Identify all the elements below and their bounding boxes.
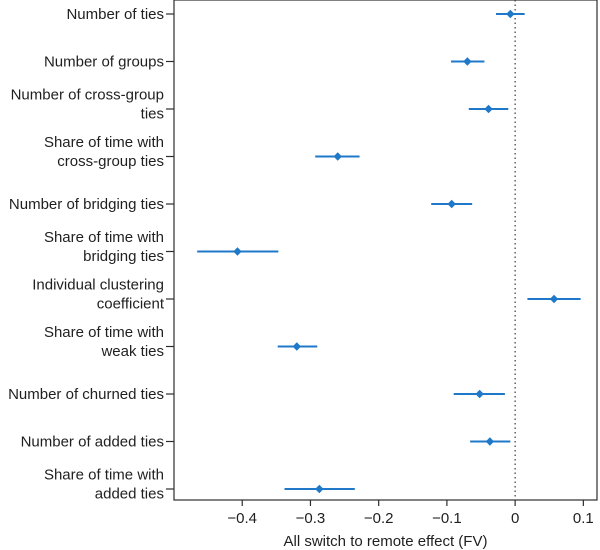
category-label-group: Share of time with cross-group ties xyxy=(44,134,164,170)
category-label: bridging ties xyxy=(83,248,164,265)
category-label-group: Individual clustering coefficient xyxy=(32,277,165,313)
category-label: Share of time with xyxy=(44,324,164,341)
category-label-group: Share of time with weak ties xyxy=(44,324,164,360)
x-tick-label: −0.2 xyxy=(364,510,394,527)
category-label: Number of bridging ties xyxy=(9,196,164,213)
forest-row xyxy=(450,57,485,66)
category-label: Number of groups xyxy=(44,54,164,71)
category-label: cross-group ties xyxy=(57,153,164,170)
category-label: Number of ties xyxy=(66,6,164,23)
forest-row xyxy=(527,294,581,304)
x-tick-label: −0.3 xyxy=(296,510,326,527)
point-estimate xyxy=(447,199,456,209)
category-label-group: Number of groups xyxy=(44,54,164,71)
forest-row xyxy=(468,104,509,114)
forest-row xyxy=(315,152,360,161)
category-label: Share of time with xyxy=(44,467,164,484)
category-label-group: Share of time with bridging ties xyxy=(44,229,164,265)
x-axis-label: All switch to remote effect (FV) xyxy=(284,533,488,550)
forest-row xyxy=(470,437,511,446)
category-label-group: Number of churned ties xyxy=(8,386,164,403)
point-estimate xyxy=(475,389,484,399)
point-estimate xyxy=(484,104,493,114)
point-estimate xyxy=(506,9,515,19)
category-label: Share of time with xyxy=(44,134,164,151)
category-label-group: Number of cross-group ties xyxy=(11,87,164,123)
category-label: ties xyxy=(141,106,164,123)
category-labels: Number of ties Number of groups Number of … xyxy=(8,6,174,503)
x-axis: −0.4 −0.3 −0.2 −0.1 0 0.1 All switch to remote… xyxy=(227,500,594,550)
forest-row xyxy=(284,484,355,494)
category-label: Number of cross-group xyxy=(11,87,164,104)
x-tick-label: 0.1 xyxy=(573,510,594,527)
category-label-group: Number of ties xyxy=(66,6,164,23)
category-label: Individual clustering xyxy=(32,277,164,294)
point-estimate xyxy=(315,484,324,494)
plot-area xyxy=(173,0,598,501)
forest-row xyxy=(431,199,473,209)
point-estimate xyxy=(549,294,559,304)
forest-row xyxy=(277,342,318,351)
category-label: Share of time with xyxy=(44,229,164,246)
category-label-group: Number of bridging ties xyxy=(9,196,164,213)
category-label: weak ties xyxy=(100,343,164,360)
point-estimate xyxy=(463,57,472,66)
forest-row xyxy=(453,389,505,399)
x-tick-label: −0.4 xyxy=(227,510,257,527)
point-estimate xyxy=(333,152,342,161)
forest-row xyxy=(197,247,279,256)
x-tick-label: −0.1 xyxy=(432,510,462,527)
point-estimate xyxy=(485,437,495,446)
plot-frame xyxy=(173,0,598,501)
category-label: Number of churned ties xyxy=(8,386,164,403)
category-label-group: Share of time with added ties xyxy=(44,467,164,503)
category-label: added ties xyxy=(95,486,164,503)
category-label: coefficient xyxy=(97,296,165,313)
x-tick-label: 0 xyxy=(511,510,519,527)
point-estimate xyxy=(233,247,242,256)
forest-row xyxy=(496,9,525,19)
category-label: Number of added ties xyxy=(21,434,164,451)
point-estimate xyxy=(292,342,302,351)
category-label-group: Number of added ties xyxy=(21,434,164,451)
